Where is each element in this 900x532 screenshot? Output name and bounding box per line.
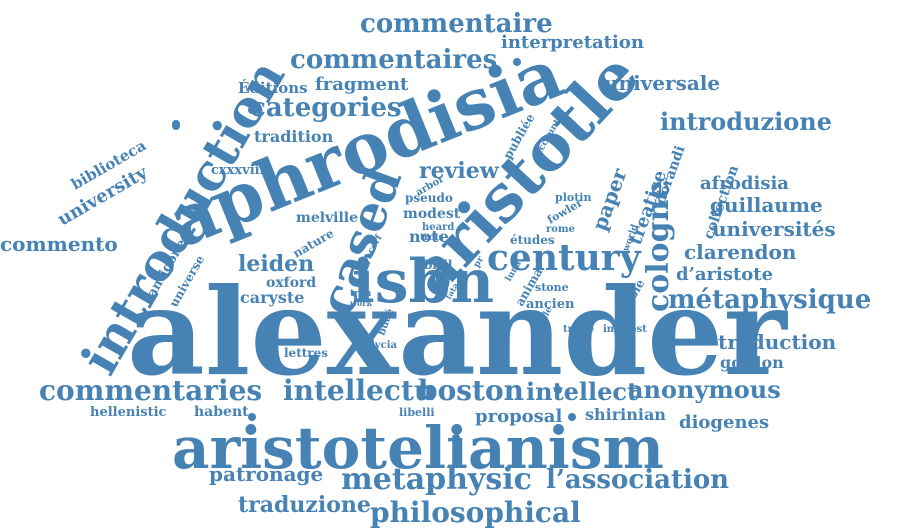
word-cxxxviii: cxxxviii	[211, 163, 265, 178]
word-work: work	[349, 298, 372, 308]
word-century: century	[487, 237, 642, 279]
word-intellectu: intellectu	[283, 374, 434, 407]
word-intellect: intellect	[526, 377, 638, 406]
separator-dot	[452, 434, 460, 442]
word-isbn: isbn	[352, 247, 494, 317]
word-d-aristote: d’aristote	[676, 264, 773, 285]
word-traduzione: traduzione	[238, 492, 371, 518]
word-interpretation: interpretation	[501, 32, 644, 53]
word-pr: pr	[472, 255, 486, 270]
word-introduzione: introduzione	[660, 107, 832, 136]
word-habent: habent	[194, 404, 249, 420]
separator-dot	[554, 386, 562, 394]
word-éditions: Éditions	[238, 79, 308, 97]
word-anonymous: anonymous	[628, 375, 781, 404]
word-lettres: lettres	[284, 346, 328, 360]
word-stone: stone	[535, 281, 569, 294]
separator-dot	[568, 413, 576, 421]
word-lycia: lycia	[371, 340, 397, 351]
word-proposal: proposal	[475, 406, 562, 427]
word-aristotelianism: aristotelianism	[172, 414, 664, 482]
word-guillaume: guillaume	[710, 193, 823, 217]
separator-dot	[248, 106, 256, 114]
word-cologne: cologne	[641, 180, 676, 312]
word-heard: heard	[422, 222, 454, 233]
word-paper: paper	[587, 165, 632, 234]
word-études: études	[510, 233, 555, 247]
word-clarendon: clarendon	[684, 240, 797, 264]
word-traduction: traduction	[718, 330, 837, 354]
separator-dot	[513, 58, 521, 66]
word-note: note	[409, 227, 449, 246]
word-philosophical: philosophical	[370, 496, 581, 529]
word-commentaries: commentaries	[39, 374, 262, 407]
word-ancien: ancien	[526, 297, 575, 312]
word-oxford: oxford	[266, 275, 316, 291]
word-tran: tran	[350, 289, 372, 299]
word-text: text	[446, 322, 464, 332]
word-métaphysique: métaphysique	[668, 285, 871, 315]
word-commentaire: commentaire	[360, 9, 553, 39]
word-commento: commento	[0, 232, 118, 256]
word-tradition: tradition	[254, 127, 334, 146]
word-commentaires: commentaires	[290, 45, 497, 75]
word-shirinian: shirinian	[585, 405, 666, 424]
word-interest: interest	[603, 324, 647, 335]
word-alexander: alexander	[127, 262, 788, 403]
word-patronage: patronage	[209, 462, 323, 486]
word-plotin: plotin	[555, 191, 591, 204]
word-metaphysic: metaphysic	[341, 462, 532, 497]
word-melville: melville	[296, 210, 358, 226]
word-trois: trois	[420, 233, 443, 243]
word-universale: universale	[604, 71, 720, 95]
word-diogenes: diogenes	[679, 412, 769, 433]
word-brill: brill	[424, 258, 453, 272]
word-rome: rome	[546, 224, 575, 235]
word-categories: categories	[250, 93, 402, 123]
separator-dot	[172, 120, 180, 128]
word-modest: modest	[403, 206, 461, 222]
word-l-association: l’association	[546, 465, 729, 495]
word-review: review	[419, 158, 500, 184]
word-leiden: leiden	[238, 251, 314, 277]
word-hellenistic: hellenistic	[90, 405, 167, 420]
word-caryste: caryste	[240, 288, 304, 307]
word-traité: traité	[563, 324, 594, 335]
word-gordon: gordon	[720, 353, 784, 372]
separator-dot	[248, 413, 256, 421]
word-fragment: fragment	[315, 74, 409, 95]
word-boston: boston	[418, 374, 524, 407]
word-pseudo: pseudo	[405, 191, 453, 205]
word-libelli: libelli	[399, 406, 435, 419]
word-sou: sou	[438, 312, 454, 322]
word-universités: universités	[712, 217, 836, 241]
word-afrodisia: afrodisia	[700, 173, 789, 194]
